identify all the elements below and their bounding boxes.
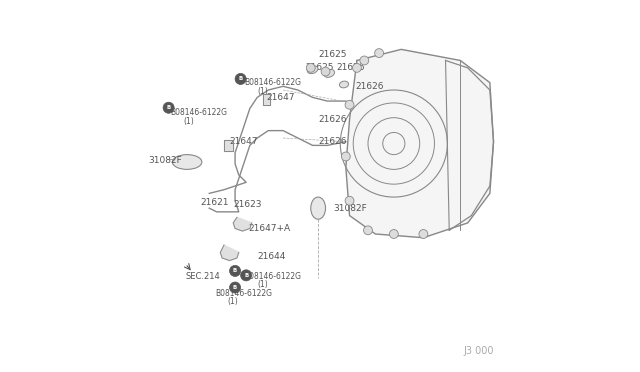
Circle shape: [241, 270, 252, 281]
Ellipse shape: [172, 155, 202, 169]
Polygon shape: [263, 94, 270, 105]
Circle shape: [389, 230, 398, 238]
Text: B: B: [233, 269, 237, 273]
Ellipse shape: [307, 66, 318, 74]
Text: 21647: 21647: [266, 93, 295, 102]
Text: 21626: 21626: [318, 115, 347, 124]
Text: B: B: [239, 76, 243, 81]
Text: 21625: 21625: [305, 63, 333, 72]
Circle shape: [230, 282, 241, 293]
Circle shape: [353, 63, 362, 72]
Text: 21621: 21621: [200, 198, 228, 207]
Circle shape: [341, 152, 350, 161]
Polygon shape: [233, 217, 252, 231]
Circle shape: [163, 102, 174, 113]
Text: B08146-6122G: B08146-6122G: [244, 272, 301, 281]
Text: 21623: 21623: [233, 200, 262, 209]
Polygon shape: [346, 49, 493, 238]
Circle shape: [419, 230, 428, 238]
Text: 31082F: 31082F: [333, 203, 367, 213]
Polygon shape: [224, 140, 233, 151]
Circle shape: [345, 196, 354, 205]
Text: B08146-6122G: B08146-6122G: [215, 289, 272, 298]
Text: 21625: 21625: [318, 51, 347, 60]
Text: (1): (1): [228, 297, 239, 306]
Ellipse shape: [339, 81, 349, 88]
Text: (1): (1): [257, 280, 268, 289]
Text: 21647: 21647: [230, 137, 258, 146]
Text: 21626: 21626: [318, 137, 347, 146]
Text: 21647+A: 21647+A: [248, 224, 290, 233]
Text: B08146-6122G: B08146-6122G: [170, 108, 227, 117]
Circle shape: [235, 73, 246, 84]
Text: B08146-6122G: B08146-6122G: [244, 78, 301, 87]
Text: 21644: 21644: [257, 251, 285, 261]
Text: 21626: 21626: [337, 63, 365, 72]
Text: (1): (1): [257, 87, 268, 96]
Text: 21626: 21626: [355, 82, 383, 91]
Polygon shape: [220, 245, 239, 260]
Ellipse shape: [324, 70, 335, 77]
Ellipse shape: [311, 197, 326, 219]
Text: (1): (1): [184, 117, 194, 126]
Text: B: B: [166, 105, 171, 110]
Circle shape: [321, 67, 330, 76]
Text: B: B: [244, 273, 248, 278]
Text: 31082F: 31082F: [148, 155, 182, 165]
Circle shape: [307, 63, 316, 72]
Circle shape: [364, 226, 372, 235]
Circle shape: [230, 265, 241, 276]
Circle shape: [360, 56, 369, 65]
Text: B: B: [233, 285, 237, 290]
Circle shape: [345, 100, 354, 109]
Text: J3 000: J3 000: [463, 346, 493, 356]
Text: SEC.214: SEC.214: [185, 272, 220, 281]
Circle shape: [374, 49, 383, 58]
